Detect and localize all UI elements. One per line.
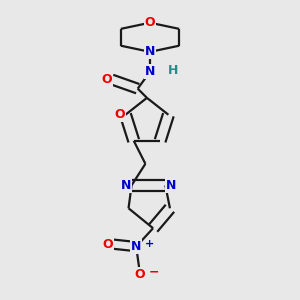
Text: N: N [166, 179, 176, 192]
Text: H: H [168, 64, 178, 77]
Text: O: O [115, 108, 125, 121]
Text: O: O [102, 73, 112, 86]
Text: O: O [134, 268, 145, 281]
Text: N: N [131, 240, 141, 253]
Text: N: N [145, 45, 155, 58]
Text: −: − [149, 266, 159, 279]
Text: +: + [146, 238, 154, 248]
Text: O: O [102, 238, 113, 251]
Text: O: O [145, 16, 155, 29]
Text: N: N [145, 65, 155, 78]
Text: N: N [121, 179, 131, 192]
